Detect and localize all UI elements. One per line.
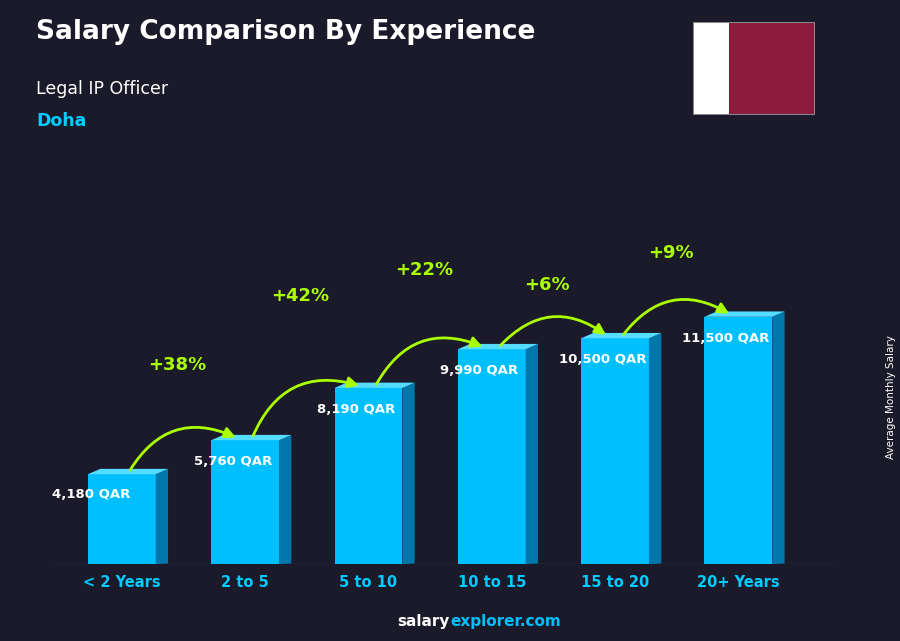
Text: 5,760 QAR: 5,760 QAR — [194, 455, 272, 468]
Text: 8,190 QAR: 8,190 QAR — [317, 403, 395, 416]
Polygon shape — [581, 333, 662, 338]
Polygon shape — [402, 383, 415, 564]
Polygon shape — [458, 344, 538, 349]
Bar — [705, 317, 772, 564]
Text: +38%: +38% — [148, 356, 206, 374]
Bar — [693, 22, 729, 115]
Text: Doha: Doha — [36, 112, 86, 130]
Polygon shape — [729, 95, 744, 105]
Text: +9%: +9% — [648, 244, 693, 262]
Text: 11,500 QAR: 11,500 QAR — [682, 332, 770, 345]
Polygon shape — [729, 43, 744, 53]
Bar — [458, 349, 526, 564]
Text: 9,990 QAR: 9,990 QAR — [440, 364, 518, 378]
Polygon shape — [279, 435, 292, 564]
Text: Average Monthly Salary: Average Monthly Salary — [886, 335, 896, 460]
Text: Legal IP Officer: Legal IP Officer — [36, 80, 168, 98]
Text: Salary Comparison By Experience: Salary Comparison By Experience — [36, 19, 536, 46]
Polygon shape — [729, 33, 744, 43]
Polygon shape — [729, 63, 744, 74]
Polygon shape — [729, 85, 744, 95]
Polygon shape — [772, 312, 785, 564]
Polygon shape — [649, 333, 662, 564]
Text: salary: salary — [398, 615, 450, 629]
Polygon shape — [212, 435, 292, 440]
Text: +6%: +6% — [525, 276, 570, 294]
Polygon shape — [729, 74, 744, 85]
Polygon shape — [526, 344, 538, 564]
Polygon shape — [729, 53, 744, 63]
Bar — [212, 440, 279, 564]
Polygon shape — [156, 469, 168, 564]
Polygon shape — [729, 22, 744, 33]
Text: +22%: +22% — [395, 260, 453, 279]
Text: explorer.com: explorer.com — [450, 615, 561, 629]
Polygon shape — [705, 312, 785, 317]
Text: +42%: +42% — [272, 287, 329, 304]
Bar — [335, 388, 402, 564]
Bar — [88, 474, 156, 564]
Text: 4,180 QAR: 4,180 QAR — [52, 488, 130, 501]
Bar — [581, 338, 649, 564]
Polygon shape — [88, 469, 168, 474]
Text: 10,500 QAR: 10,500 QAR — [559, 353, 646, 366]
Polygon shape — [729, 105, 744, 115]
Polygon shape — [335, 383, 415, 388]
